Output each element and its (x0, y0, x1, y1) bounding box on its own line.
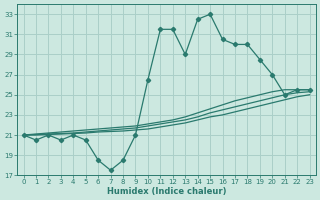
X-axis label: Humidex (Indice chaleur): Humidex (Indice chaleur) (107, 187, 226, 196)
